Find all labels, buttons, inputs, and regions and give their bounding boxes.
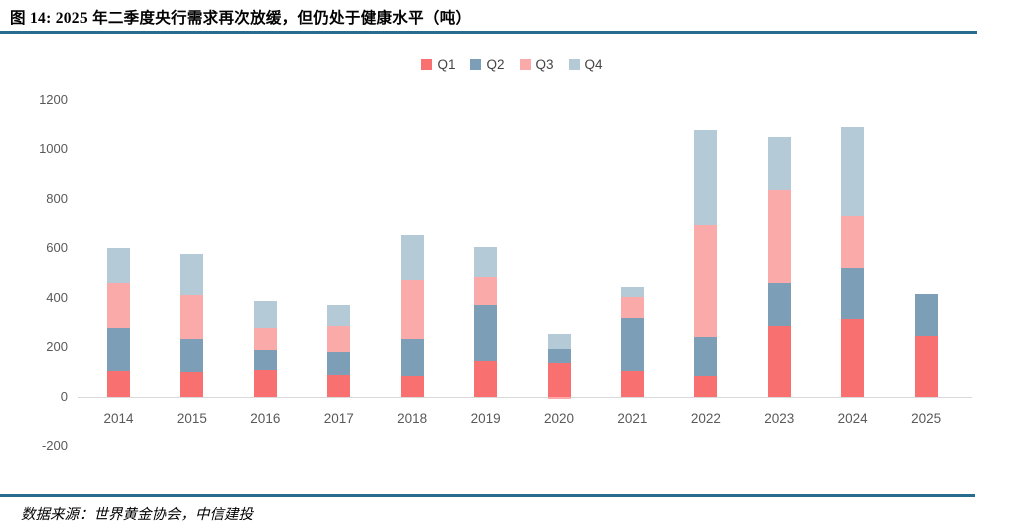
bar-segment-q4-2015 <box>180 253 204 296</box>
bar-segment-q1-2021 <box>620 370 644 397</box>
data-source: 数据来源：世界黄金协会，中信建投 <box>21 507 253 523</box>
legend-label-q2: Q2 <box>486 57 505 72</box>
bar-segment-q1-2019 <box>474 361 498 397</box>
legend-swatch-q1-icon <box>421 59 433 70</box>
y-tick-label: -200 <box>41 438 68 454</box>
bar-segment-q3-2023 <box>767 190 791 284</box>
bar-segment-q3-2021 <box>620 296 644 318</box>
bar-segment-q4-2021 <box>620 286 644 297</box>
bar-segment-q4-2018 <box>400 235 424 280</box>
x-axis-label-2025: 2025 <box>911 411 942 426</box>
footer-divider <box>0 494 975 497</box>
chart-legend: Q1 Q2 Q3 Q4 <box>0 57 1024 72</box>
x-axis-label-2024: 2024 <box>837 411 868 426</box>
x-axis-label-2015: 2015 <box>176 411 207 426</box>
x-axis-label-2023: 2023 <box>764 411 795 426</box>
bar-segment-q1-2015 <box>180 372 204 397</box>
bar-segment-q3-2015 <box>180 295 204 339</box>
y-tick-label: 1200 <box>39 92 68 107</box>
y-tick-label: 600 <box>46 240 68 256</box>
bar-segment-q3-2017 <box>327 326 351 352</box>
y-tick-label: 200 <box>46 339 68 355</box>
x-axis-label-2020: 2020 <box>543 411 575 426</box>
x-axis-baseline <box>78 396 972 399</box>
legend-swatch-q2-icon <box>470 59 482 70</box>
bar-segment-q2-2021 <box>620 317 644 371</box>
bar-segment-q2-2025 <box>914 294 938 337</box>
bar-segment-q4-2024 <box>841 127 865 217</box>
bar-segment-q1-2020 <box>547 362 571 397</box>
legend-swatch-q3-icon <box>519 59 531 70</box>
legend-item-q4: Q4 <box>568 57 603 72</box>
title-divider <box>0 31 977 34</box>
bar-segment-q3-2024 <box>841 216 865 269</box>
x-axis-label-2016: 2016 <box>250 411 281 426</box>
legend-label-q3: Q3 <box>535 57 554 72</box>
legend-item-q3: Q3 <box>519 57 554 72</box>
legend-label-q4: Q4 <box>584 57 603 72</box>
bar-segment-q1-2023 <box>767 326 791 397</box>
bar-segment-q2-2019 <box>474 305 498 362</box>
bar-segment-q1-2025 <box>914 336 938 397</box>
legend-item-q2: Q2 <box>470 57 505 72</box>
bar-segment-q2-2015 <box>180 338 204 373</box>
x-axis-label-2017: 2017 <box>323 411 354 426</box>
x-axis-label-2019: 2019 <box>470 411 501 426</box>
y-tick-label: 0 <box>60 388 68 404</box>
legend-label-q1: Q1 <box>437 57 456 72</box>
y-tick-label: 400 <box>46 289 68 305</box>
bar-segment-q4-2014 <box>107 248 130 284</box>
bar-segment-q3-2018 <box>400 279 424 340</box>
legend-swatch-q4-icon <box>568 59 580 70</box>
y-tick-label: 1000 <box>39 141 68 157</box>
bar-segment-q4-2023 <box>767 137 791 191</box>
bar-segment-q2-2014 <box>107 327 130 371</box>
bar-segment-q4-2017 <box>327 304 351 327</box>
bar-segment-q4-2020 <box>547 333 571 350</box>
x-axis-label-2022: 2022 <box>690 411 721 426</box>
y-tick-label: 800 <box>46 190 68 206</box>
x-axis-label-2021: 2021 <box>617 411 648 426</box>
bar-segment-q3-2020 <box>547 396 571 400</box>
bar-segment-q1-2014 <box>107 370 130 397</box>
bar-segment-q3-2019 <box>474 276 498 306</box>
figure-title: 图 14: 2025 年二季度央行需求再次放缓，但仍处于健康水平（吨） <box>10 10 472 27</box>
bar-segment-q2-2024 <box>841 268 865 319</box>
bar-segment-q3-2022 <box>694 224 718 338</box>
bar-segment-q3-2016 <box>253 328 277 351</box>
bar-segment-q3-2014 <box>107 283 130 328</box>
x-axis-label-2018: 2018 <box>397 411 428 426</box>
bar-segment-q2-2023 <box>767 283 791 327</box>
bar-segment-q4-2022 <box>694 130 718 225</box>
x-axis-label-2014: 2014 <box>103 411 134 426</box>
bar-segment-q1-2016 <box>253 370 277 397</box>
bar-segment-q1-2022 <box>694 376 718 397</box>
bar-segment-q1-2018 <box>400 375 424 397</box>
bar-segment-q2-2018 <box>400 339 424 376</box>
bar-segment-q1-2017 <box>327 374 351 397</box>
bar-segment-q2-2017 <box>327 351 351 375</box>
bar-segment-q2-2016 <box>253 350 277 371</box>
bar-segment-q1-2024 <box>841 318 865 397</box>
legend-item-q1: Q1 <box>421 57 455 72</box>
bar-segment-q4-2016 <box>253 300 277 329</box>
bar-segment-q2-2022 <box>694 337 718 377</box>
bar-segment-q2-2020 <box>547 349 571 363</box>
bar-segment-q4-2019 <box>474 247 498 277</box>
